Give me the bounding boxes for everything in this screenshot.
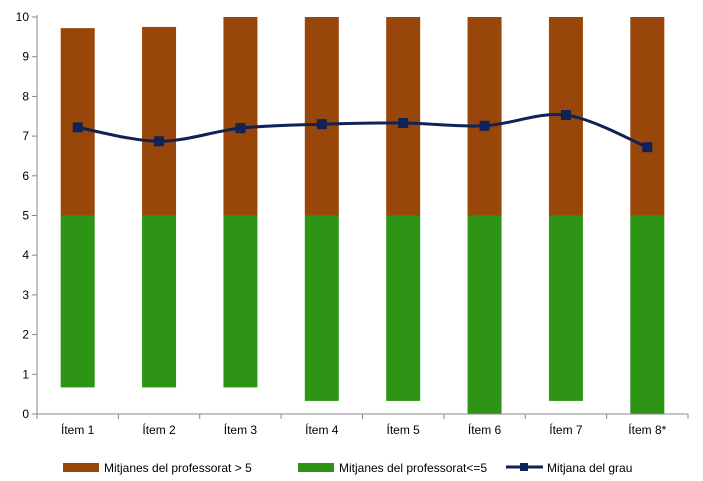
bar-high <box>630 17 665 216</box>
y-tick-label: 0 <box>22 407 29 421</box>
average-point <box>316 119 327 130</box>
average-point <box>235 123 246 134</box>
y-tick-label: 5 <box>22 209 29 223</box>
legend: Mitjanes del professorat > 5 Mitjanes del… <box>63 461 632 475</box>
bar-high <box>142 26 177 216</box>
average-point <box>154 136 165 147</box>
bar-low <box>142 215 177 388</box>
bar-low <box>386 215 421 401</box>
y-tick-label: 6 <box>22 169 29 183</box>
x-tick-label: Ítem 7 <box>549 422 583 437</box>
x-tick-label: Ítem 6 <box>468 422 502 437</box>
x-tick-label: Ítem 8* <box>628 422 666 437</box>
average-point <box>642 142 653 153</box>
x-tick-label: Ítem 2 <box>142 422 176 437</box>
average-line <box>77 112 648 149</box>
y-tick-label: 2 <box>22 328 29 342</box>
average-point <box>479 120 490 131</box>
bar-high <box>60 28 95 216</box>
bar-high <box>223 17 258 216</box>
legend-swatch-high <box>63 463 99 472</box>
x-tick-label: Ítem 3 <box>224 422 258 437</box>
bar-low <box>548 215 583 401</box>
y-tick-label: 4 <box>22 248 29 262</box>
y-tick-label: 1 <box>22 367 29 381</box>
x-tick-label: Ítem 5 <box>387 422 421 437</box>
y-tick-label: 7 <box>22 129 29 143</box>
y-tick-label: 3 <box>22 288 29 302</box>
bar-low <box>304 215 339 401</box>
bar-low <box>630 215 665 414</box>
average-line-series <box>72 110 653 153</box>
average-point <box>560 110 571 121</box>
legend-label-low: Mitjanes del professorat<=5 <box>339 461 487 475</box>
bar-low <box>467 215 502 414</box>
bar-high <box>304 17 339 216</box>
y-tick-label: 10 <box>16 10 30 24</box>
legend-label-line: Mitjana del grau <box>547 461 632 475</box>
bar-high <box>386 17 421 216</box>
y-tick-label: 8 <box>22 89 29 103</box>
legend-swatch-marker <box>520 463 528 471</box>
bars-high-series <box>60 17 665 216</box>
bar-low <box>223 215 258 388</box>
legend-swatch-low <box>298 463 334 472</box>
bars-low-series <box>60 215 665 414</box>
average-point <box>72 122 83 133</box>
x-tick-label: Ítem 1 <box>61 422 95 437</box>
average-point <box>398 118 409 128</box>
y-tick-label: 9 <box>22 50 29 64</box>
legend-label-high: Mitjanes del professorat > 5 <box>104 461 252 475</box>
x-tick-label: Ítem 4 <box>305 422 339 437</box>
axes: 0 1 2 3 4 5 6 7 8 9 10 Ítem 1 Ítem 2 Ítem 3 Ítem 4 Ítem… <box>16 10 689 437</box>
bar-high <box>467 17 502 216</box>
bar-low <box>60 215 95 388</box>
